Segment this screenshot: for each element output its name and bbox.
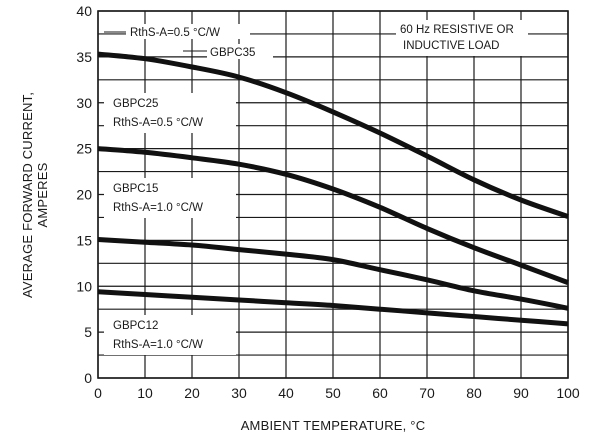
x-tick-label: 30 <box>231 385 247 401</box>
y-axis-title-line2: AMPERES <box>35 162 50 227</box>
annotation-bg-gbpc35 <box>207 44 273 59</box>
y-tick-label: 5 <box>84 324 92 340</box>
annotation-rth-25: RthS-A=0.5 °C/W <box>113 117 203 129</box>
annotation-load-line2: INDUCTIVE LOAD <box>403 40 500 52</box>
series-line-gbpc35 <box>97 51 569 219</box>
y-axis-title-line1: AVERAGE FORWARD CURRENT, <box>20 92 35 298</box>
series-line-gbpc25 <box>97 146 569 285</box>
annotation-gbpc35: GBPC35 <box>210 47 255 59</box>
y-tick-label: 30 <box>76 95 92 111</box>
y-tick-label: 25 <box>76 141 92 157</box>
y-tick-label: 40 <box>76 3 92 19</box>
tick-labels: 0 10 20 30 40 50 60 70 80 90 100 0 5 10 15 20 25 30 35 40 <box>76 3 579 401</box>
y-tick-label: 0 <box>84 370 92 386</box>
plot-frame <box>97 10 569 379</box>
annotation-rth-35: RthS-A=0.5 °C/W <box>130 27 220 39</box>
x-tick-label: 60 <box>372 385 388 401</box>
annotation-load-line1: 60 Hz RESISTIVE OR <box>400 24 514 36</box>
annotation-gbpc25: GBPC25 <box>113 98 158 110</box>
annotation-gbpc12: GBPC12 <box>113 320 158 332</box>
x-tick-label: 50 <box>325 385 341 401</box>
annotation-bg-rth35 <box>126 24 250 39</box>
y-tick-label: 10 <box>76 278 92 294</box>
x-tick-label: 0 <box>94 385 102 401</box>
annotation-bg-gbpc15 <box>104 178 236 218</box>
x-axis-title: AMBIENT TEMPERATURE, °C <box>241 418 426 433</box>
annotation-bg-gbpc12 <box>104 315 236 355</box>
series-line-gbpc12 <box>97 289 569 327</box>
annotation-gbpc15: GBPC15 <box>113 183 158 195</box>
x-tick-label: 40 <box>278 385 294 401</box>
x-tick-label: 10 <box>137 385 153 401</box>
annotation-rth-15: RthS-A=1.0 °C/W <box>113 202 203 214</box>
y-tick-label: 15 <box>76 232 92 248</box>
x-tick-label: 80 <box>466 385 482 401</box>
x-tick-label: 90 <box>513 385 529 401</box>
x-tick-label: 70 <box>419 385 435 401</box>
y-tick-label: 20 <box>76 187 92 203</box>
annotation-bg-load <box>396 20 528 56</box>
x-tick-label: 20 <box>184 385 200 401</box>
y-tick-label: 35 <box>76 49 92 65</box>
x-tick-label: 100 <box>556 385 580 401</box>
series-line-gbpc15 <box>97 237 569 311</box>
annotation-bg-gbpc25 <box>104 93 236 133</box>
series-curves <box>97 51 569 327</box>
annotation-rth-12: RthS-A=1.0 °C/W <box>113 339 203 351</box>
